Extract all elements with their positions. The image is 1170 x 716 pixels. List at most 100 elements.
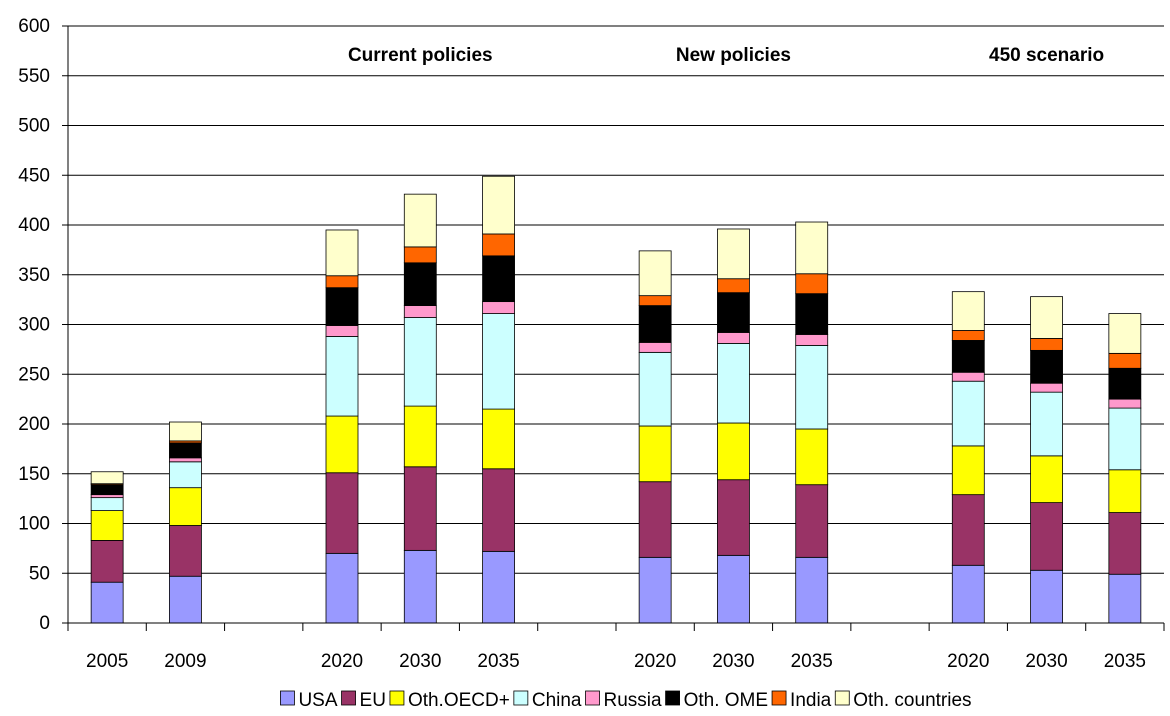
bar-segment (482, 468, 515, 552)
axes (62, 25, 1165, 631)
legend-label: EU (360, 690, 386, 711)
bar-segment (482, 233, 515, 257)
bar-segment (1108, 573, 1142, 624)
y-tick-label: 600 (18, 16, 50, 37)
bar-segment (482, 408, 515, 470)
bar-segment (717, 292, 750, 333)
legend-swatch (665, 690, 680, 706)
legend-label: Russia (604, 690, 663, 711)
bar-segment (90, 540, 124, 583)
bar-segment (325, 415, 359, 474)
bar-segment (403, 317, 437, 407)
bar-segment (325, 287, 359, 326)
bar-segment (90, 510, 124, 541)
legend-swatch (513, 690, 529, 706)
bar-segment (90, 484, 124, 496)
y-tick-label: 550 (18, 66, 50, 87)
bar-segment (169, 421, 202, 442)
bar-segment (1030, 391, 1063, 457)
bar-segment (90, 581, 124, 624)
bar-segment (717, 422, 750, 481)
bar-segment (795, 556, 829, 624)
bar-segment (717, 278, 750, 294)
bar-segment (169, 457, 202, 463)
bar-segment (638, 556, 672, 624)
bar-segment (717, 554, 750, 624)
bar-segment (1108, 313, 1142, 354)
bar-segment (951, 291, 985, 331)
bar-segment (951, 494, 985, 566)
bar-segment (951, 340, 985, 373)
bar-segment (717, 479, 750, 556)
bar-segment (325, 336, 359, 417)
bar-segment (1108, 512, 1142, 575)
x-tick-label: 2030 (1025, 651, 1067, 672)
bar-segment (951, 445, 985, 496)
bar-segment (638, 351, 672, 427)
bar-segment (1030, 349, 1063, 384)
y-tick-label: 500 (18, 116, 50, 137)
x-tick-label: 2030 (712, 651, 754, 672)
bar-segment (169, 575, 202, 624)
bar-segment (795, 428, 829, 486)
bar-segment (403, 549, 437, 624)
bar-segment (1030, 502, 1063, 571)
legend-label: Oth. OME (684, 690, 768, 711)
bar-segment (717, 332, 750, 344)
bar-segment (795, 273, 829, 295)
bar-segment (1030, 569, 1063, 624)
bar-segment (1108, 407, 1142, 471)
bar-segment (325, 275, 359, 289)
bar-segment (403, 405, 437, 468)
x-tick-label: 2020 (634, 651, 676, 672)
bar-segment (482, 550, 515, 624)
bar-segment (1030, 382, 1063, 393)
bar-segment (482, 313, 515, 410)
legend: USA EU Oth.OECD+ China Russia Oth. OME India Ot… (280, 690, 972, 711)
bar-segment (717, 228, 750, 280)
bar-segment (1030, 455, 1063, 504)
y-tick-label: 50 (29, 563, 50, 584)
bar-segment (325, 472, 359, 554)
bar-segment (795, 334, 829, 346)
bar-segment (1108, 352, 1142, 369)
x-tick-label: 2005 (86, 651, 128, 672)
y-tick-label: 250 (18, 364, 50, 385)
bar-segment (638, 481, 672, 558)
bar-segment (325, 325, 359, 337)
scenario-label: 450 scenario (989, 45, 1104, 66)
bars (90, 175, 1142, 624)
bar-segment (325, 229, 359, 277)
y-tick-label: 450 (18, 165, 50, 186)
legend-swatch (389, 690, 405, 706)
bar-segment (403, 466, 437, 551)
x-tick-label: 2035 (477, 651, 519, 672)
legend-label: India (790, 690, 832, 711)
x-tick-label: 2020 (947, 651, 989, 672)
legend-swatch (834, 690, 850, 706)
y-tick-label: 350 (18, 265, 50, 286)
bar-segment (638, 425, 672, 483)
y-tick-label: 300 (18, 315, 50, 336)
bar-segment (1030, 296, 1063, 339)
bar-segment (482, 175, 515, 235)
bar-segment (951, 371, 985, 382)
bar-segment (169, 442, 202, 459)
legend-label: Oth. countries (853, 690, 971, 711)
x-tick-label: 2035 (791, 651, 833, 672)
labels: 0 50 100 150 200 250 300 350 400 450 500 550 600 2005… (18, 16, 1146, 672)
legend-label: Oth.OECD+ (408, 690, 510, 711)
y-tick-label: 150 (18, 464, 50, 485)
bar-segment (90, 497, 124, 511)
bar-segment (951, 380, 985, 447)
x-tick-label: 2009 (164, 651, 206, 672)
bar-segment (1030, 338, 1063, 351)
legend-swatch (771, 690, 787, 706)
bar-segment (325, 552, 359, 624)
scenario-label: New policies (676, 45, 791, 66)
bar-segment (795, 221, 829, 275)
scenario-label: Current policies (348, 45, 493, 66)
y-tick-label: 200 (18, 414, 50, 435)
legend-swatch (341, 690, 356, 706)
